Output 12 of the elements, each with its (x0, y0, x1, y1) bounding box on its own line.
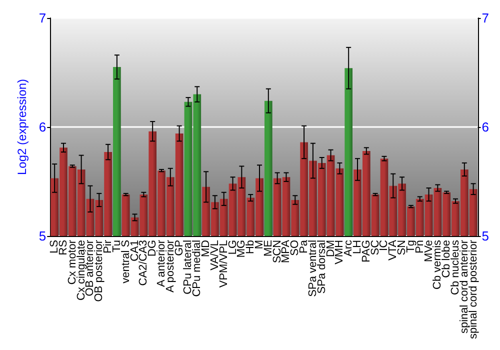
y2-tick-label: 5 (482, 228, 490, 244)
x-tick-label: Tg (404, 240, 417, 253)
y2-tick-label: 7 (482, 10, 490, 26)
y-tick-label: 5 (38, 228, 46, 244)
x-tick-label: SPa dorsal (316, 240, 328, 294)
x-tick-label: RS (57, 240, 70, 256)
y-axis-title: Log2 (expression) (15, 78, 29, 176)
x-tick-label: OB posterior (93, 240, 106, 302)
y2-tick-label: 6 (482, 119, 490, 134)
y-tick-label: 6 (38, 119, 46, 134)
y-tick-label: 7 (38, 10, 46, 26)
x-tick-label: M (253, 240, 266, 250)
